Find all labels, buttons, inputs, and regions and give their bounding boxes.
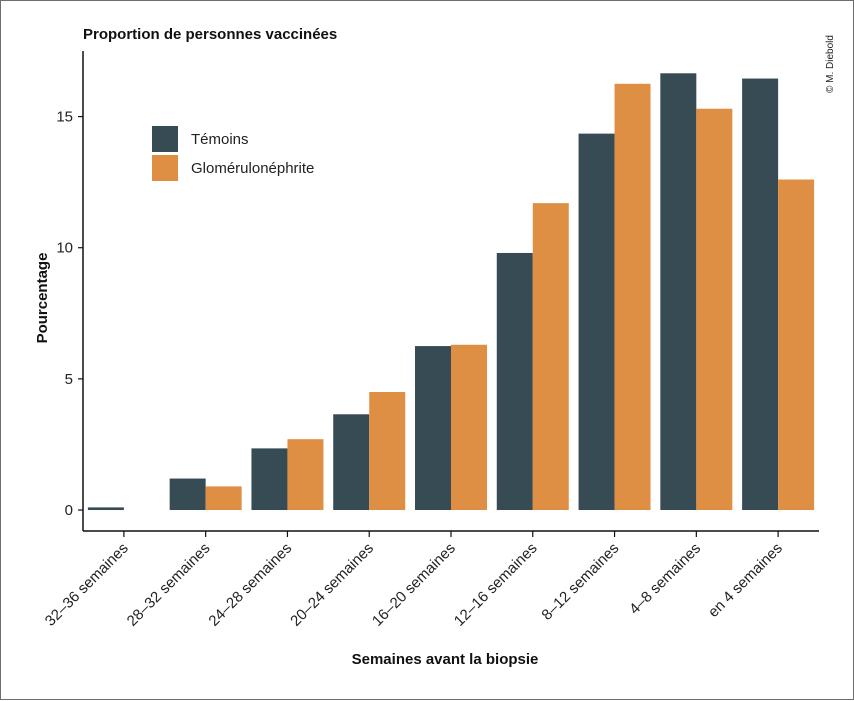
legend-swatch [152, 126, 178, 152]
legend-label: Témoins [191, 131, 249, 148]
x-tick-label: 32–36 semaines [42, 540, 132, 630]
bar-temoins [660, 73, 697, 511]
bar-glomerulonephrite [614, 83, 651, 511]
bar-temoins [251, 448, 288, 511]
bar-temoins [415, 346, 451, 511]
bar-glomerulonephrite [205, 486, 242, 511]
y-tick-label: 0 [65, 502, 73, 519]
legend-swatch [152, 155, 178, 181]
x-axis-title: Semaines avant la biopsie [352, 651, 539, 668]
y-tick-label: 15 [56, 109, 73, 126]
bar-glomerulonephrite [451, 344, 487, 511]
bar-temoins [87, 507, 124, 511]
x-tick-label: 4–8 semaines [626, 540, 704, 618]
x-tick-label: 28–32 semaines [124, 540, 214, 630]
chart-title: Proportion de personnes vaccinées [83, 26, 337, 43]
y-ticks-group: 0 5 10 15 [56, 109, 83, 519]
x-tick-label: 20–24 semaines [287, 540, 377, 630]
bar-temoins [578, 133, 615, 511]
bar-temoins [496, 252, 533, 511]
bar-glomerulonephrite [778, 179, 815, 511]
x-tick-label: en 4 semaines [705, 540, 786, 621]
bar-glomerulonephrite [369, 391, 406, 511]
bar-glomerulonephrite [287, 439, 324, 511]
bar-temoins [742, 78, 779, 511]
x-tick-label: 16–20 semaines [369, 540, 459, 630]
bar-temoins [333, 414, 370, 511]
credit-text: © M. Diebold [825, 35, 836, 93]
bars-group [87, 73, 815, 511]
y-axis-title: Pourcentage [34, 253, 51, 344]
legend: Témoins Glomérulonéphrite [152, 126, 314, 181]
x-tick-label: 8–12 semaines [538, 540, 622, 624]
x-tick-label: 12–16 semaines [451, 540, 541, 630]
bar-temoins [169, 478, 206, 511]
bar-glomerulonephrite [532, 203, 569, 511]
y-tick-label: 5 [65, 371, 73, 388]
bar-glomerulonephrite [696, 108, 733, 511]
x-tick-label: 24–28 semaines [205, 540, 295, 630]
legend-label: Glomérulonéphrite [191, 160, 314, 177]
y-tick-label: 10 [56, 240, 73, 257]
